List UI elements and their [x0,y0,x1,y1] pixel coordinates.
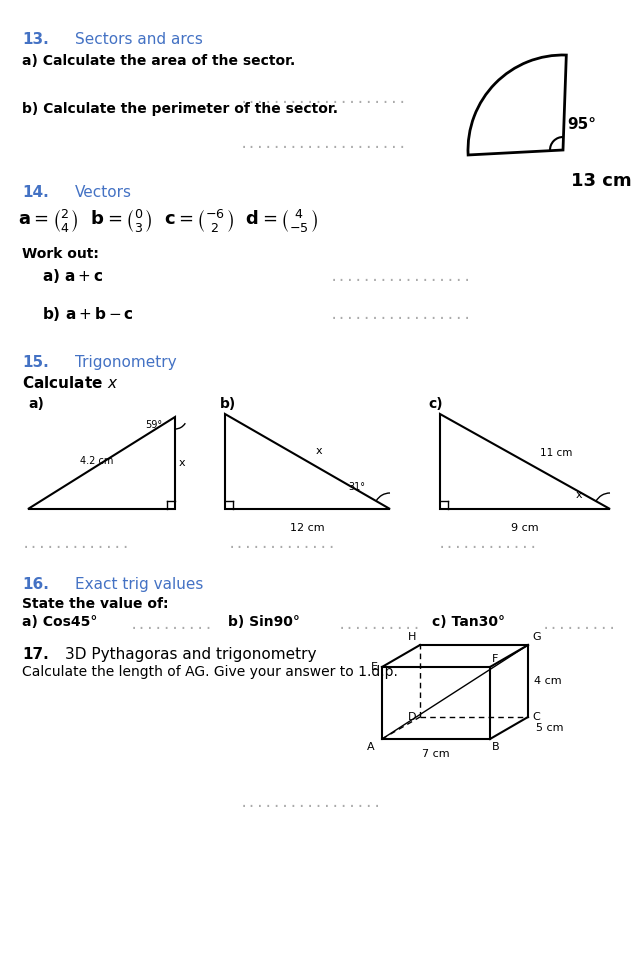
Text: Sectors and arcs: Sectors and arcs [75,32,203,47]
Text: Exact trig values: Exact trig values [75,577,204,592]
Text: ............: ............ [438,537,538,551]
Text: b) Calculate the perimeter of the sector.: b) Calculate the perimeter of the sector… [22,102,338,116]
Text: b) $\mathbf{a}+\mathbf{b}-\mathbf{c}$: b) $\mathbf{a}+\mathbf{b}-\mathbf{c}$ [42,305,134,323]
Text: b): b) [220,397,236,411]
Text: x: x [179,458,186,468]
Text: 7 cm: 7 cm [422,749,450,759]
Text: D: D [408,712,416,722]
Text: .................: ................. [330,270,472,284]
Text: E: E [371,662,378,672]
Text: H: H [408,632,416,642]
Text: Calculate the length of AG. Give your answer to 1.d.p.: Calculate the length of AG. Give your an… [22,665,398,679]
Text: 16.: 16. [22,577,49,592]
Text: a) Calculate the area of the sector.: a) Calculate the area of the sector. [22,54,295,68]
Text: 31°: 31° [348,482,365,492]
Text: ..........: .......... [338,618,422,632]
Text: a) Cos45°: a) Cos45° [22,615,97,629]
Text: A: A [367,742,375,752]
Text: 59°: 59° [145,420,162,430]
Text: 13.: 13. [22,32,49,47]
Text: State the value of:: State the value of: [22,597,168,611]
Text: 13 cm: 13 cm [571,172,632,190]
Text: G: G [532,632,541,642]
Text: x: x [316,447,322,456]
Text: 5 cm: 5 cm [536,723,563,733]
Text: .................: ................. [240,796,382,810]
Text: b) Sin90°: b) Sin90° [228,615,300,629]
Text: ....................: .................... [240,137,408,151]
Text: .............: ............. [228,537,337,551]
Text: ..........: .......... [130,618,214,632]
Text: a): a) [28,397,44,411]
Text: Work out:: Work out: [22,247,99,261]
Text: ....................: .................... [240,92,408,106]
Text: 12 cm: 12 cm [290,523,325,533]
Text: c) Tan30°: c) Tan30° [432,615,505,629]
Text: C: C [532,712,540,722]
Text: x: x [576,490,582,500]
Text: c): c) [428,397,443,411]
Text: 9 cm: 9 cm [511,523,539,533]
Text: $\mathbf{a}=\binom{2}{4}$  $\mathbf{b}=\binom{0}{3}$  $\mathbf{c}=\binom{-6}{2}$: $\mathbf{a}=\binom{2}{4}$ $\mathbf{b}=\b… [18,207,318,234]
Text: .................: ................. [330,308,472,322]
Text: B: B [492,742,500,752]
Text: Calculate $x$: Calculate $x$ [22,375,118,391]
Text: 15.: 15. [22,355,49,370]
Text: 3D Pythagoras and trigonometry: 3D Pythagoras and trigonometry [65,647,317,662]
Text: 95°: 95° [567,117,596,132]
Text: a) $\mathbf{a}+\mathbf{c}$: a) $\mathbf{a}+\mathbf{c}$ [42,267,104,285]
Text: Vectors: Vectors [75,185,132,200]
Text: .........: ......... [542,618,618,632]
Text: 14.: 14. [22,185,49,200]
Text: 11 cm: 11 cm [540,449,572,458]
Text: 4 cm: 4 cm [534,676,562,686]
Text: 17.: 17. [22,647,49,662]
Text: .............: ............. [22,537,131,551]
Text: Trigonometry: Trigonometry [75,355,177,370]
Text: 4.2 cm: 4.2 cm [79,456,113,466]
Text: F: F [492,654,499,664]
